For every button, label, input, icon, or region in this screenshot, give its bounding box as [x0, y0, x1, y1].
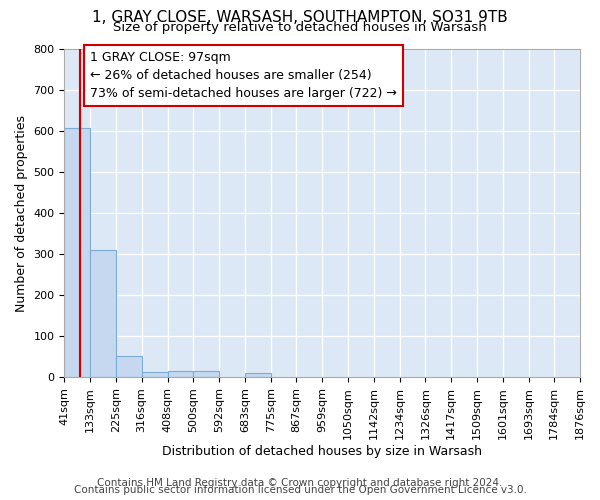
Y-axis label: Number of detached properties: Number of detached properties — [15, 114, 28, 312]
Bar — [142, 372, 167, 377]
Bar — [116, 356, 142, 377]
X-axis label: Distribution of detached houses by size in Warsash: Distribution of detached houses by size … — [162, 444, 482, 458]
Bar — [245, 373, 271, 377]
Text: 1 GRAY CLOSE: 97sqm
← 26% of detached houses are smaller (254)
73% of semi-detac: 1 GRAY CLOSE: 97sqm ← 26% of detached ho… — [90, 51, 397, 100]
Text: Contains public sector information licensed under the Open Government Licence v3: Contains public sector information licen… — [74, 485, 526, 495]
Text: Contains HM Land Registry data © Crown copyright and database right 2024.: Contains HM Land Registry data © Crown c… — [97, 478, 503, 488]
Bar — [193, 372, 219, 377]
Bar — [90, 250, 116, 377]
Text: 1, GRAY CLOSE, WARSASH, SOUTHAMPTON, SO31 9TB: 1, GRAY CLOSE, WARSASH, SOUTHAMPTON, SO3… — [92, 10, 508, 25]
Bar — [167, 372, 193, 377]
Text: Size of property relative to detached houses in Warsash: Size of property relative to detached ho… — [113, 22, 487, 35]
Bar — [64, 128, 90, 377]
